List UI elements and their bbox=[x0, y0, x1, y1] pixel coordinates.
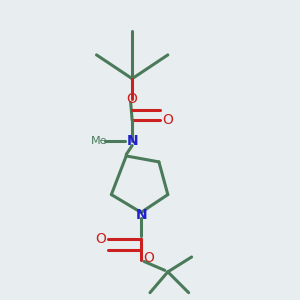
Text: O: O bbox=[95, 232, 106, 246]
Text: N: N bbox=[135, 208, 147, 222]
Text: O: O bbox=[162, 113, 173, 127]
Text: O: O bbox=[127, 92, 138, 106]
Text: Me: Me bbox=[91, 136, 108, 146]
Text: O: O bbox=[143, 251, 154, 266]
Text: N: N bbox=[126, 134, 138, 148]
